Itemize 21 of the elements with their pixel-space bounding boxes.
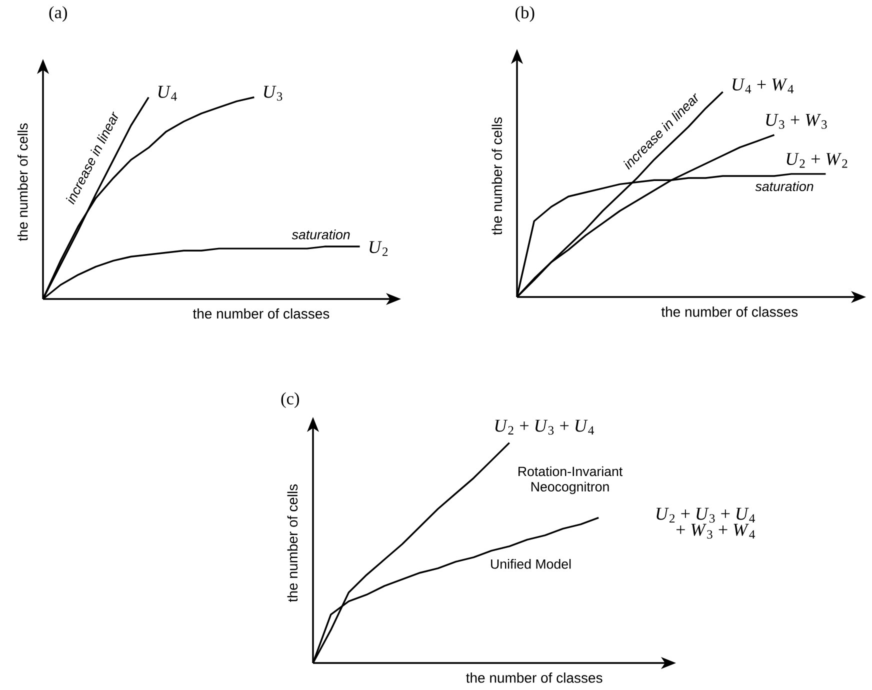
series-label: U$_{2}$ — [370, 241, 388, 256]
series-label: U$_{4}$ — [158, 86, 177, 101]
series-label: U$_{2}$ + W$_{2}$ — [786, 153, 848, 168]
x-axis-title: the number of classes — [192, 308, 330, 319]
y-axis-title: the number of cells — [287, 484, 298, 602]
y-axis-title: the number of cells — [17, 123, 28, 241]
y-axis-title: the number of cells — [492, 117, 502, 235]
series-label: U$_{4}$ + W$_{4}$ — [732, 78, 794, 94]
series-label: U$_{3}$ + W$_{3}$ — [766, 114, 827, 129]
annotation: saturation — [755, 181, 814, 192]
annotation: saturation — [292, 230, 350, 240]
chart-title: (a) — [49, 6, 68, 22]
x-axis-title: the number of classes — [466, 672, 602, 683]
series-label: U$_{3}$ — [264, 86, 282, 101]
series-label: U$_{2}$ + U$_{3}$ + U$_{4}$ — [495, 420, 594, 435]
text: U$_{2}$ + U$_{3}$ + U$_{4}$ + W$_{3}$ + W$_{4}$ — [656, 508, 756, 539]
annotation: Rotation-Invariant Neocognitron — [518, 466, 623, 494]
x-axis-title: the number of classes — [661, 306, 798, 317]
annotation: Unified Model — [491, 559, 571, 569]
chart-title: (c) — [281, 392, 300, 408]
chart-title: (b) — [516, 6, 534, 22]
